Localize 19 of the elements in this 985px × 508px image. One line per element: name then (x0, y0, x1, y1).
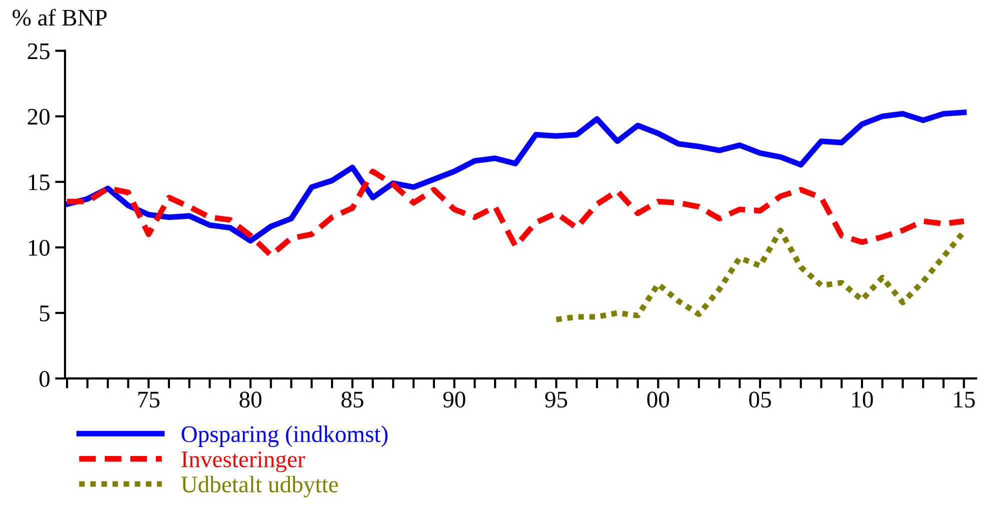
legend-label: Udbetalt udbytte (181, 476, 338, 498)
x-tick-label: 80 (240, 392, 262, 408)
y-axis-title: % af BNP (12, 8, 107, 26)
legend-label: Investeringer (182, 451, 306, 472)
y-tick-label: 5 (40, 306, 50, 322)
x-tick-label: 10 (852, 392, 873, 408)
x-tick-label: 15 (954, 392, 975, 408)
x-tick-label: 90 (443, 392, 466, 408)
x-tick-label: 00 (647, 392, 670, 408)
y-tick-label: 0 (40, 370, 50, 387)
y-tick-label: 20 (28, 108, 50, 125)
x-tick-label: 75 (138, 392, 160, 408)
y-tick-label: 15 (28, 174, 50, 190)
x-tick-label: 85 (342, 392, 364, 408)
y-tick-label: 10 (28, 240, 50, 256)
x-tick-label: 95 (545, 392, 568, 408)
x-tick-label: 05 (749, 392, 771, 408)
legend-label: Opsparing (indkomst) (182, 426, 388, 448)
y-tick-label: 25 (28, 43, 50, 60)
